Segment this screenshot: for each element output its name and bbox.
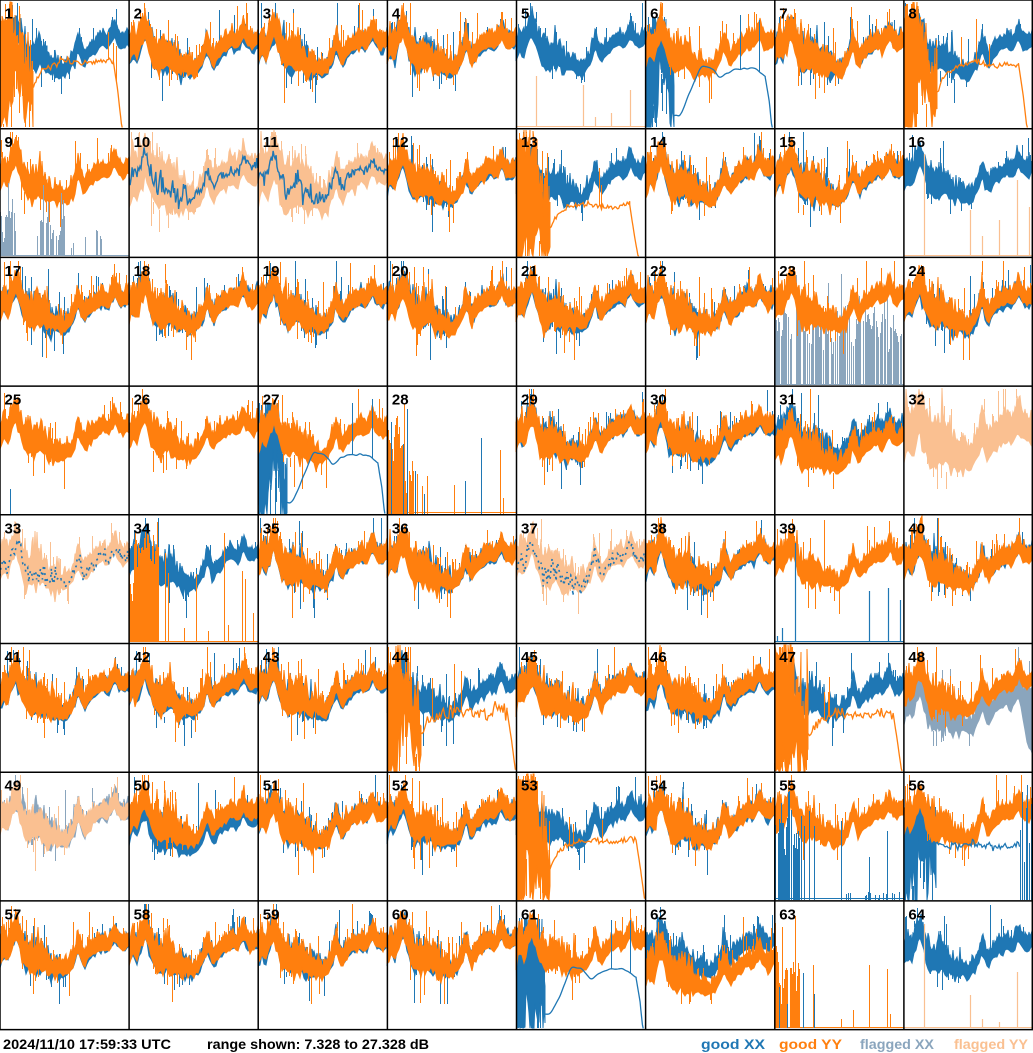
svg-text:43: 43: [263, 649, 280, 666]
svg-text:26: 26: [134, 392, 151, 409]
svg-text:56: 56: [908, 778, 925, 795]
svg-text:41: 41: [5, 649, 22, 666]
svg-text:24: 24: [908, 263, 925, 280]
svg-text:29: 29: [521, 392, 538, 409]
svg-text:48: 48: [908, 649, 925, 666]
svg-text:36: 36: [392, 520, 409, 537]
svg-text:2: 2: [134, 6, 142, 23]
svg-text:38: 38: [650, 520, 667, 537]
svg-text:5: 5: [521, 6, 529, 23]
svg-text:6: 6: [650, 6, 658, 23]
svg-text:49: 49: [5, 778, 22, 795]
svg-text:3: 3: [263, 6, 271, 23]
svg-text:27: 27: [263, 392, 280, 409]
svg-text:good YY: good YY: [779, 1036, 843, 1052]
svg-text:51: 51: [263, 778, 280, 795]
svg-text:flagged YY: flagged YY: [954, 1036, 1029, 1052]
svg-text:39: 39: [779, 520, 796, 537]
svg-text:7: 7: [779, 6, 787, 23]
svg-text:1: 1: [5, 6, 13, 23]
svg-text:22: 22: [650, 263, 667, 280]
svg-text:15: 15: [779, 134, 796, 151]
svg-text:23: 23: [779, 263, 796, 280]
svg-text:10: 10: [134, 134, 151, 151]
svg-text:25: 25: [5, 392, 22, 409]
svg-text:47: 47: [779, 649, 796, 666]
svg-text:57: 57: [5, 906, 22, 923]
svg-text:45: 45: [521, 649, 538, 666]
svg-text:11: 11: [263, 134, 279, 151]
svg-text:4: 4: [392, 6, 401, 23]
svg-text:60: 60: [392, 906, 409, 923]
svg-text:19: 19: [263, 263, 280, 280]
svg-text:55: 55: [779, 778, 796, 795]
svg-text:32: 32: [908, 392, 925, 409]
svg-text:good XX: good XX: [701, 1036, 766, 1052]
svg-text:62: 62: [650, 906, 667, 923]
svg-text:8: 8: [908, 6, 916, 23]
svg-text:17: 17: [5, 263, 22, 280]
svg-text:16: 16: [908, 134, 925, 151]
svg-text:34: 34: [134, 520, 151, 537]
svg-text:2024/11/10 17:59:33 UTC: 2024/11/10 17:59:33 UTC: [3, 1036, 171, 1052]
svg-text:52: 52: [392, 778, 409, 795]
svg-text:31: 31: [779, 392, 796, 409]
svg-text:50: 50: [134, 778, 151, 795]
svg-text:14: 14: [650, 134, 667, 151]
svg-text:30: 30: [650, 392, 667, 409]
svg-text:35: 35: [263, 520, 280, 537]
svg-text:54: 54: [650, 778, 667, 795]
svg-text:42: 42: [134, 649, 151, 666]
svg-text:63: 63: [779, 906, 796, 923]
svg-text:12: 12: [392, 134, 409, 151]
svg-text:61: 61: [521, 906, 538, 923]
svg-text:9: 9: [5, 134, 13, 151]
svg-text:33: 33: [5, 520, 22, 537]
svg-text:18: 18: [134, 263, 151, 280]
svg-text:20: 20: [392, 263, 409, 280]
svg-text:40: 40: [908, 520, 925, 537]
svg-text:44: 44: [392, 649, 409, 666]
svg-text:flagged XX: flagged XX: [860, 1036, 935, 1052]
svg-text:64: 64: [908, 906, 925, 923]
svg-text:range shown: 7.328 to 27.328 d: range shown: 7.328 to 27.328 dB: [207, 1036, 429, 1052]
svg-text:13: 13: [521, 134, 538, 151]
svg-text:59: 59: [263, 906, 280, 923]
svg-text:46: 46: [650, 649, 667, 666]
svg-text:28: 28: [392, 392, 409, 409]
svg-text:21: 21: [521, 263, 538, 280]
svg-text:58: 58: [134, 906, 151, 923]
svg-text:53: 53: [521, 778, 538, 795]
svg-text:37: 37: [521, 520, 538, 537]
